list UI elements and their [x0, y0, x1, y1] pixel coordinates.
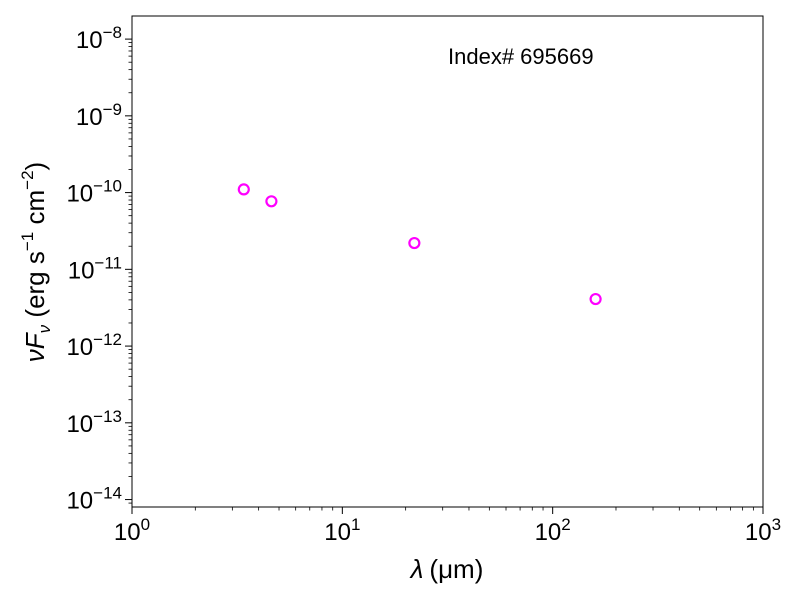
x-tick-label: 101	[324, 515, 360, 546]
chart-annotation: Index# 695669	[448, 44, 594, 69]
x-tick-label: 102	[535, 515, 571, 546]
y-axis-ticks: 10−14 10−13 10−12 10−11 10−10 10−9 10−8	[66, 23, 132, 515]
data-point	[265, 195, 278, 208]
data-point	[408, 236, 421, 250]
y-tick-label: 10−13	[66, 407, 122, 438]
data-point	[237, 183, 250, 196]
y-tick-label: 10−8	[76, 23, 122, 54]
y-axis-label: νFν (erg s−1 cm−2)	[18, 162, 54, 362]
y-tick-label: 10−11	[68, 253, 122, 284]
x-axis-label: λ (μm)	[409, 554, 484, 584]
x-axis-ticks: 100 101 102 103	[114, 507, 781, 546]
plot-frame	[131, 15, 764, 508]
y-tick-label: 10−12	[66, 330, 122, 361]
x-tick-label: 100	[114, 515, 150, 546]
y-tick-label: 10−10	[66, 177, 122, 208]
y-tick-label: 10−9	[76, 100, 122, 131]
data-point	[589, 292, 602, 306]
y-tick-label: 10−14	[66, 484, 122, 515]
x-tick-label: 103	[745, 515, 781, 546]
data-points	[237, 183, 602, 306]
